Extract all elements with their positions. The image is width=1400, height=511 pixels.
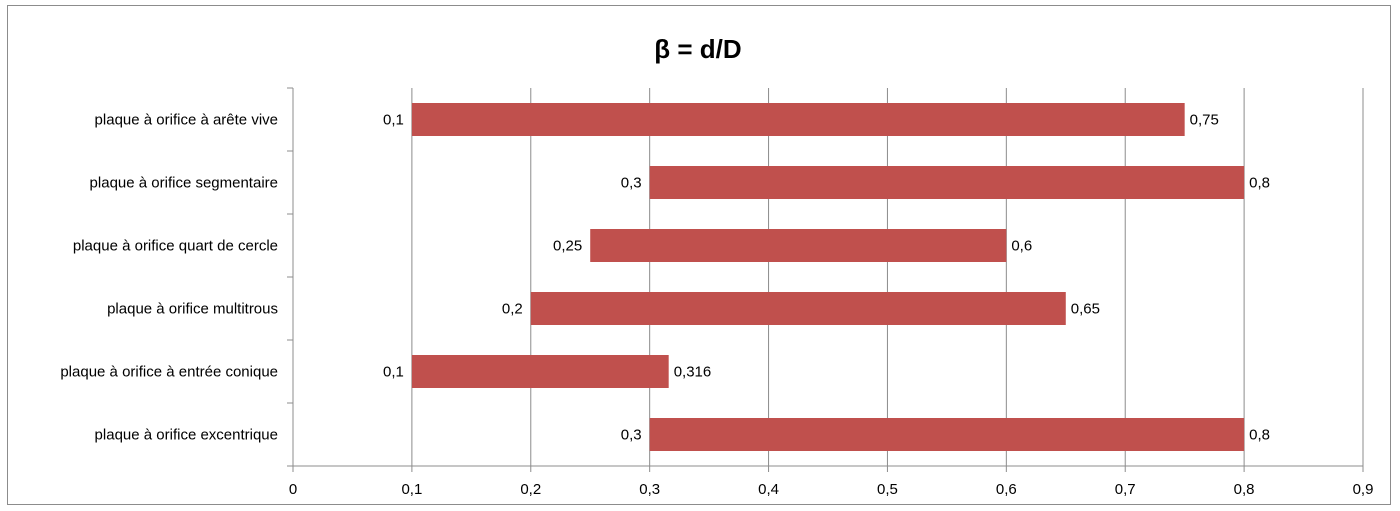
range-bar-chart: 0 0,1 0,2 0,3 0,4 0,5 0,6 0,7 0,8 0,9 plaque à ori… (60, 34, 1373, 499)
chart-title: β = d/D (654, 34, 741, 64)
data-label-max: 0,8 (1249, 427, 1270, 444)
data-label-min: 0,1 (383, 364, 404, 381)
range-bar (649, 166, 1245, 199)
data-label-min: 0,2 (502, 301, 523, 318)
bars (411, 103, 1245, 451)
data-label-max: 0,75 (1190, 112, 1219, 129)
x-tick-label: 0 (289, 481, 297, 498)
data-label-min: 0,3 (621, 427, 642, 444)
grid-lines (411, 88, 1364, 466)
data-label-min: 0,3 (621, 175, 642, 192)
x-tick-label: 0,7 (1115, 481, 1136, 498)
range-bar (649, 418, 1245, 451)
data-label-max: 0,8 (1249, 175, 1270, 192)
range-bar (411, 103, 1185, 136)
labels: 0 0,1 0,2 0,3 0,4 0,5 0,6 0,7 0,8 0,9 plaque à ori… (60, 112, 1373, 499)
axes (287, 87, 1364, 472)
x-tick-label: 0,4 (758, 481, 779, 498)
category-label: plaque à orifice excentrique (95, 427, 278, 444)
range-bar (530, 292, 1066, 325)
category-label: plaque à orifice multitrous (107, 301, 278, 318)
x-tick-label: 0,8 (1234, 481, 1255, 498)
data-label-max: 0,6 (1011, 238, 1032, 255)
x-tick-label: 0,2 (520, 481, 541, 498)
x-tick-label: 0,6 (996, 481, 1017, 498)
category-label: plaque à orifice à entrée conique (60, 364, 278, 381)
category-label: plaque à orifice segmentaire (90, 175, 278, 192)
data-label-max: 0,316 (674, 364, 712, 381)
x-tick-label: 0,5 (877, 481, 898, 498)
data-label-max: 0,65 (1071, 301, 1100, 318)
x-tick-label: 0,9 (1353, 481, 1374, 498)
chart-frame: 0 0,1 0,2 0,3 0,4 0,5 0,6 0,7 0,8 0,9 plaque à ori… (7, 5, 1391, 505)
category-label: plaque à orifice quart de cercle (73, 238, 278, 255)
category-label: plaque à orifice à arête vive (95, 112, 278, 129)
x-tick-label: 0,3 (639, 481, 660, 498)
data-label-min: 0,1 (383, 112, 404, 129)
x-tick-label: 0,1 (401, 481, 422, 498)
range-bar (411, 355, 669, 388)
range-bar (590, 229, 1007, 262)
data-label-min: 0,25 (553, 238, 582, 255)
